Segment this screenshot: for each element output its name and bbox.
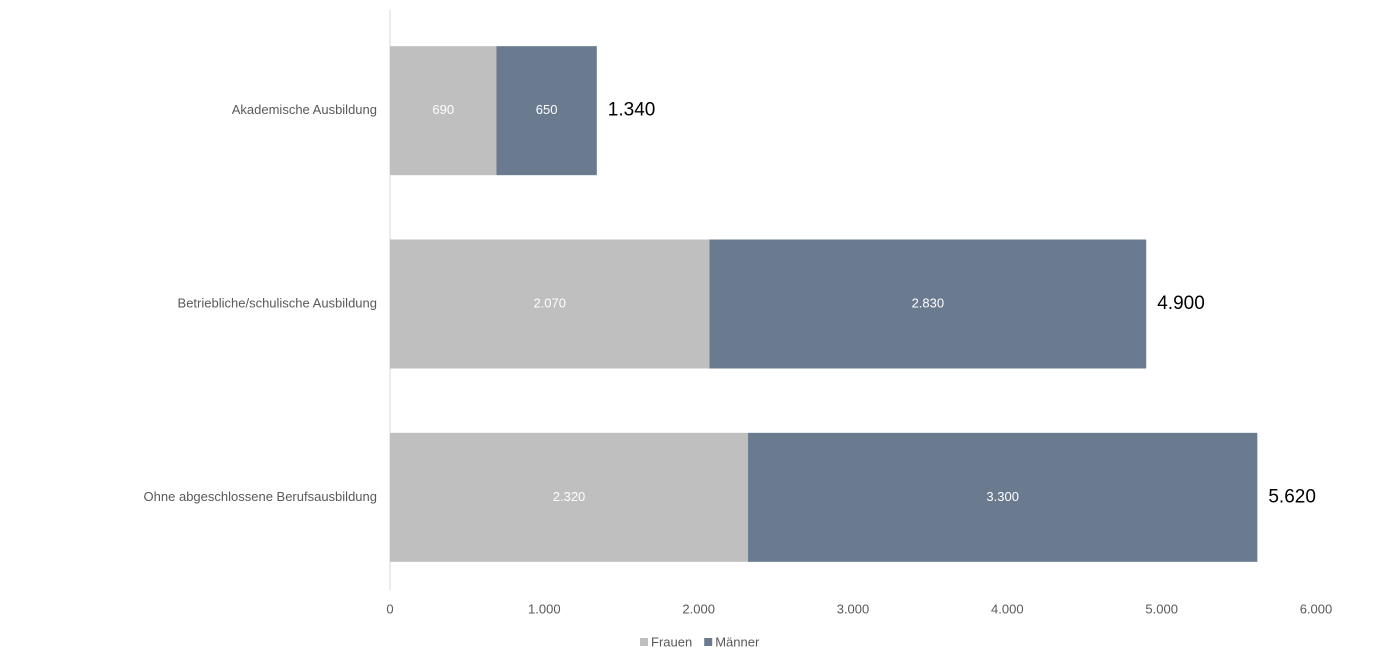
data-label: 3.300 [986, 489, 1019, 504]
legend-swatch [640, 638, 648, 646]
x-tick-label: 5.000 [1145, 601, 1178, 616]
x-tick-label: 1.000 [528, 601, 561, 616]
bar-segment [390, 46, 497, 176]
bar-segment [748, 432, 1258, 562]
data-label: 650 [536, 102, 558, 117]
total-label: 5.620 [1268, 486, 1316, 507]
bar-segment [709, 239, 1147, 369]
bar-segment [390, 239, 710, 369]
x-tick-label: 3.000 [837, 601, 870, 616]
legend-label: Frauen [651, 634, 692, 649]
x-tick-label: 4.000 [991, 601, 1024, 616]
category-label: Betriebliche/schulische Ausbildung [178, 295, 377, 310]
data-label: 2.830 [912, 295, 945, 310]
legend-label: Männer [715, 634, 760, 649]
legend-swatch [704, 638, 713, 646]
category-label: Ohne abgeschlossene Berufsausbildung [144, 489, 377, 504]
category-label: Akademische Ausbildung [232, 102, 377, 117]
bar-segment [496, 46, 597, 176]
data-label: 2.070 [533, 295, 566, 310]
bar-segment [390, 432, 749, 562]
total-label: 4.900 [1157, 293, 1205, 314]
total-label: 1.340 [608, 100, 656, 121]
data-label: 690 [432, 102, 454, 117]
x-tick-label: 0 [386, 601, 393, 616]
x-tick-label: 6.000 [1300, 601, 1333, 616]
data-label: 2.320 [553, 489, 586, 504]
x-tick-label: 2.000 [682, 601, 715, 616]
